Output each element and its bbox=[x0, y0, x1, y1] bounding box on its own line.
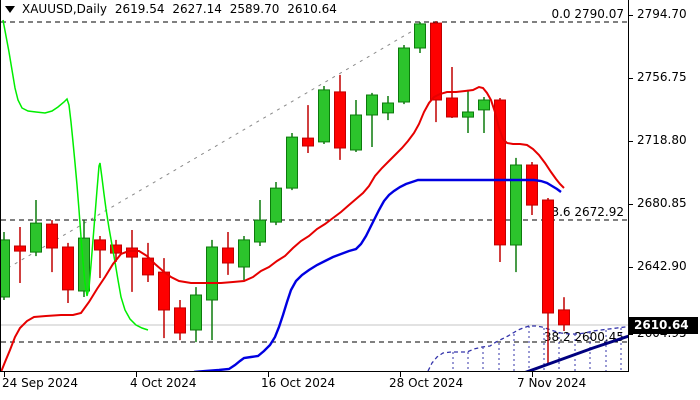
price-tick bbox=[629, 334, 633, 335]
candle-bearish bbox=[94, 239, 106, 251]
date-tick bbox=[268, 372, 269, 377]
current-price-box: 2610.64 bbox=[629, 317, 698, 334]
trendline bbox=[1, 22, 427, 273]
chart-plot-area[interactable]: 0.0 2790.07 23.6 2672.92 38.2 2600.45 XA… bbox=[0, 0, 629, 372]
fib-label-23-6: 23.6 2672.92 bbox=[543, 205, 624, 219]
support-line-navy bbox=[524, 334, 628, 371]
price-tick bbox=[629, 204, 633, 205]
candle-bearish bbox=[46, 223, 58, 249]
candle-bullish bbox=[1, 239, 10, 298]
price-tick bbox=[629, 15, 633, 16]
price-tick-label: 2642.90 bbox=[637, 259, 687, 273]
date-tick-label: 16 Oct 2024 bbox=[261, 376, 336, 390]
time-axis[interactable]: 24 Sep 2024 4 Oct 2024 16 Oct 2024 28 Oct 2… bbox=[0, 372, 700, 400]
date-tick-label: 4 Oct 2024 bbox=[130, 376, 197, 390]
candle-bearish bbox=[430, 22, 442, 101]
candle-bullish bbox=[190, 294, 202, 331]
candle-bullish bbox=[30, 222, 42, 253]
price-tick-label: 2756.75 bbox=[637, 70, 687, 84]
candles-layer bbox=[1, 21, 570, 364]
chevron-down-icon[interactable] bbox=[5, 6, 15, 13]
current-price-value: 2610.64 bbox=[634, 318, 689, 332]
candle-bearish bbox=[62, 246, 74, 291]
candle-bearish bbox=[14, 245, 26, 252]
candle-bullish bbox=[366, 94, 378, 116]
quote-low: 2589.70 bbox=[229, 2, 280, 16]
candle-bearish bbox=[110, 244, 122, 254]
candle-bullish bbox=[510, 164, 522, 246]
candle-bullish bbox=[238, 239, 250, 268]
date-tick bbox=[136, 372, 137, 377]
candle-bearish bbox=[542, 199, 554, 314]
fib-label-0: 0.0 2790.07 bbox=[551, 7, 624, 21]
symbol-timeframe-label: XAUUSD,Daily bbox=[22, 2, 108, 16]
date-tick bbox=[532, 372, 533, 377]
moving-average-blue bbox=[193, 178, 562, 371]
price-tick bbox=[629, 267, 633, 268]
candle-bearish bbox=[174, 307, 186, 334]
moving-average-red bbox=[1, 85, 565, 371]
fib-label-38-2: 38.2 2600.45 bbox=[543, 330, 624, 344]
candle-bullish bbox=[462, 111, 474, 118]
candle-bearish bbox=[334, 91, 346, 149]
candle-bearish bbox=[446, 97, 458, 118]
price-axis[interactable]: 2794.702756.752718.802680.852642.902604.… bbox=[629, 0, 700, 372]
quote-open: 2619.54 bbox=[114, 2, 165, 16]
candle-bearish bbox=[126, 247, 138, 258]
price-tick-label: 2680.85 bbox=[637, 196, 687, 210]
candle-bullish bbox=[286, 136, 298, 189]
quote-line: XAUUSD,Daily 2619.54 2627.14 2589.70 261… bbox=[5, 2, 341, 16]
candle-bullish bbox=[78, 237, 90, 292]
date-tick-label: 7 Nov 2024 bbox=[517, 376, 587, 390]
chart-canvas bbox=[1, 19, 628, 371]
date-tick bbox=[400, 372, 401, 377]
quote-close: 2610.64 bbox=[287, 2, 337, 16]
cloud-boundary bbox=[427, 325, 628, 371]
candle-bullish bbox=[254, 219, 266, 243]
price-tick-label: 2718.80 bbox=[637, 133, 687, 147]
candle-bullish bbox=[478, 99, 490, 111]
candle-bullish bbox=[206, 246, 218, 301]
candle-bullish bbox=[270, 187, 282, 223]
candle-bullish bbox=[398, 47, 410, 103]
price-tick-label: 2794.70 bbox=[637, 7, 687, 21]
candle-bullish bbox=[382, 102, 394, 114]
candle-bearish bbox=[494, 99, 506, 246]
candle-bearish bbox=[558, 309, 570, 326]
candle-bullish bbox=[318, 89, 330, 143]
quote-high: 2627.14 bbox=[172, 2, 222, 16]
date-tick-label: 24 Sep 2024 bbox=[2, 376, 79, 390]
candle-bullish bbox=[350, 114, 362, 151]
price-tick bbox=[629, 78, 633, 79]
candle-bullish bbox=[414, 23, 426, 49]
candle-bearish bbox=[222, 247, 234, 264]
candle-bearish bbox=[526, 164, 538, 206]
price-tick bbox=[629, 141, 633, 142]
candle-bearish bbox=[158, 271, 170, 311]
date-tick-label: 28 Oct 2024 bbox=[389, 376, 464, 390]
indicator-line-lime bbox=[2, 19, 149, 331]
date-tick bbox=[4, 372, 5, 377]
candle-bearish bbox=[302, 137, 314, 147]
